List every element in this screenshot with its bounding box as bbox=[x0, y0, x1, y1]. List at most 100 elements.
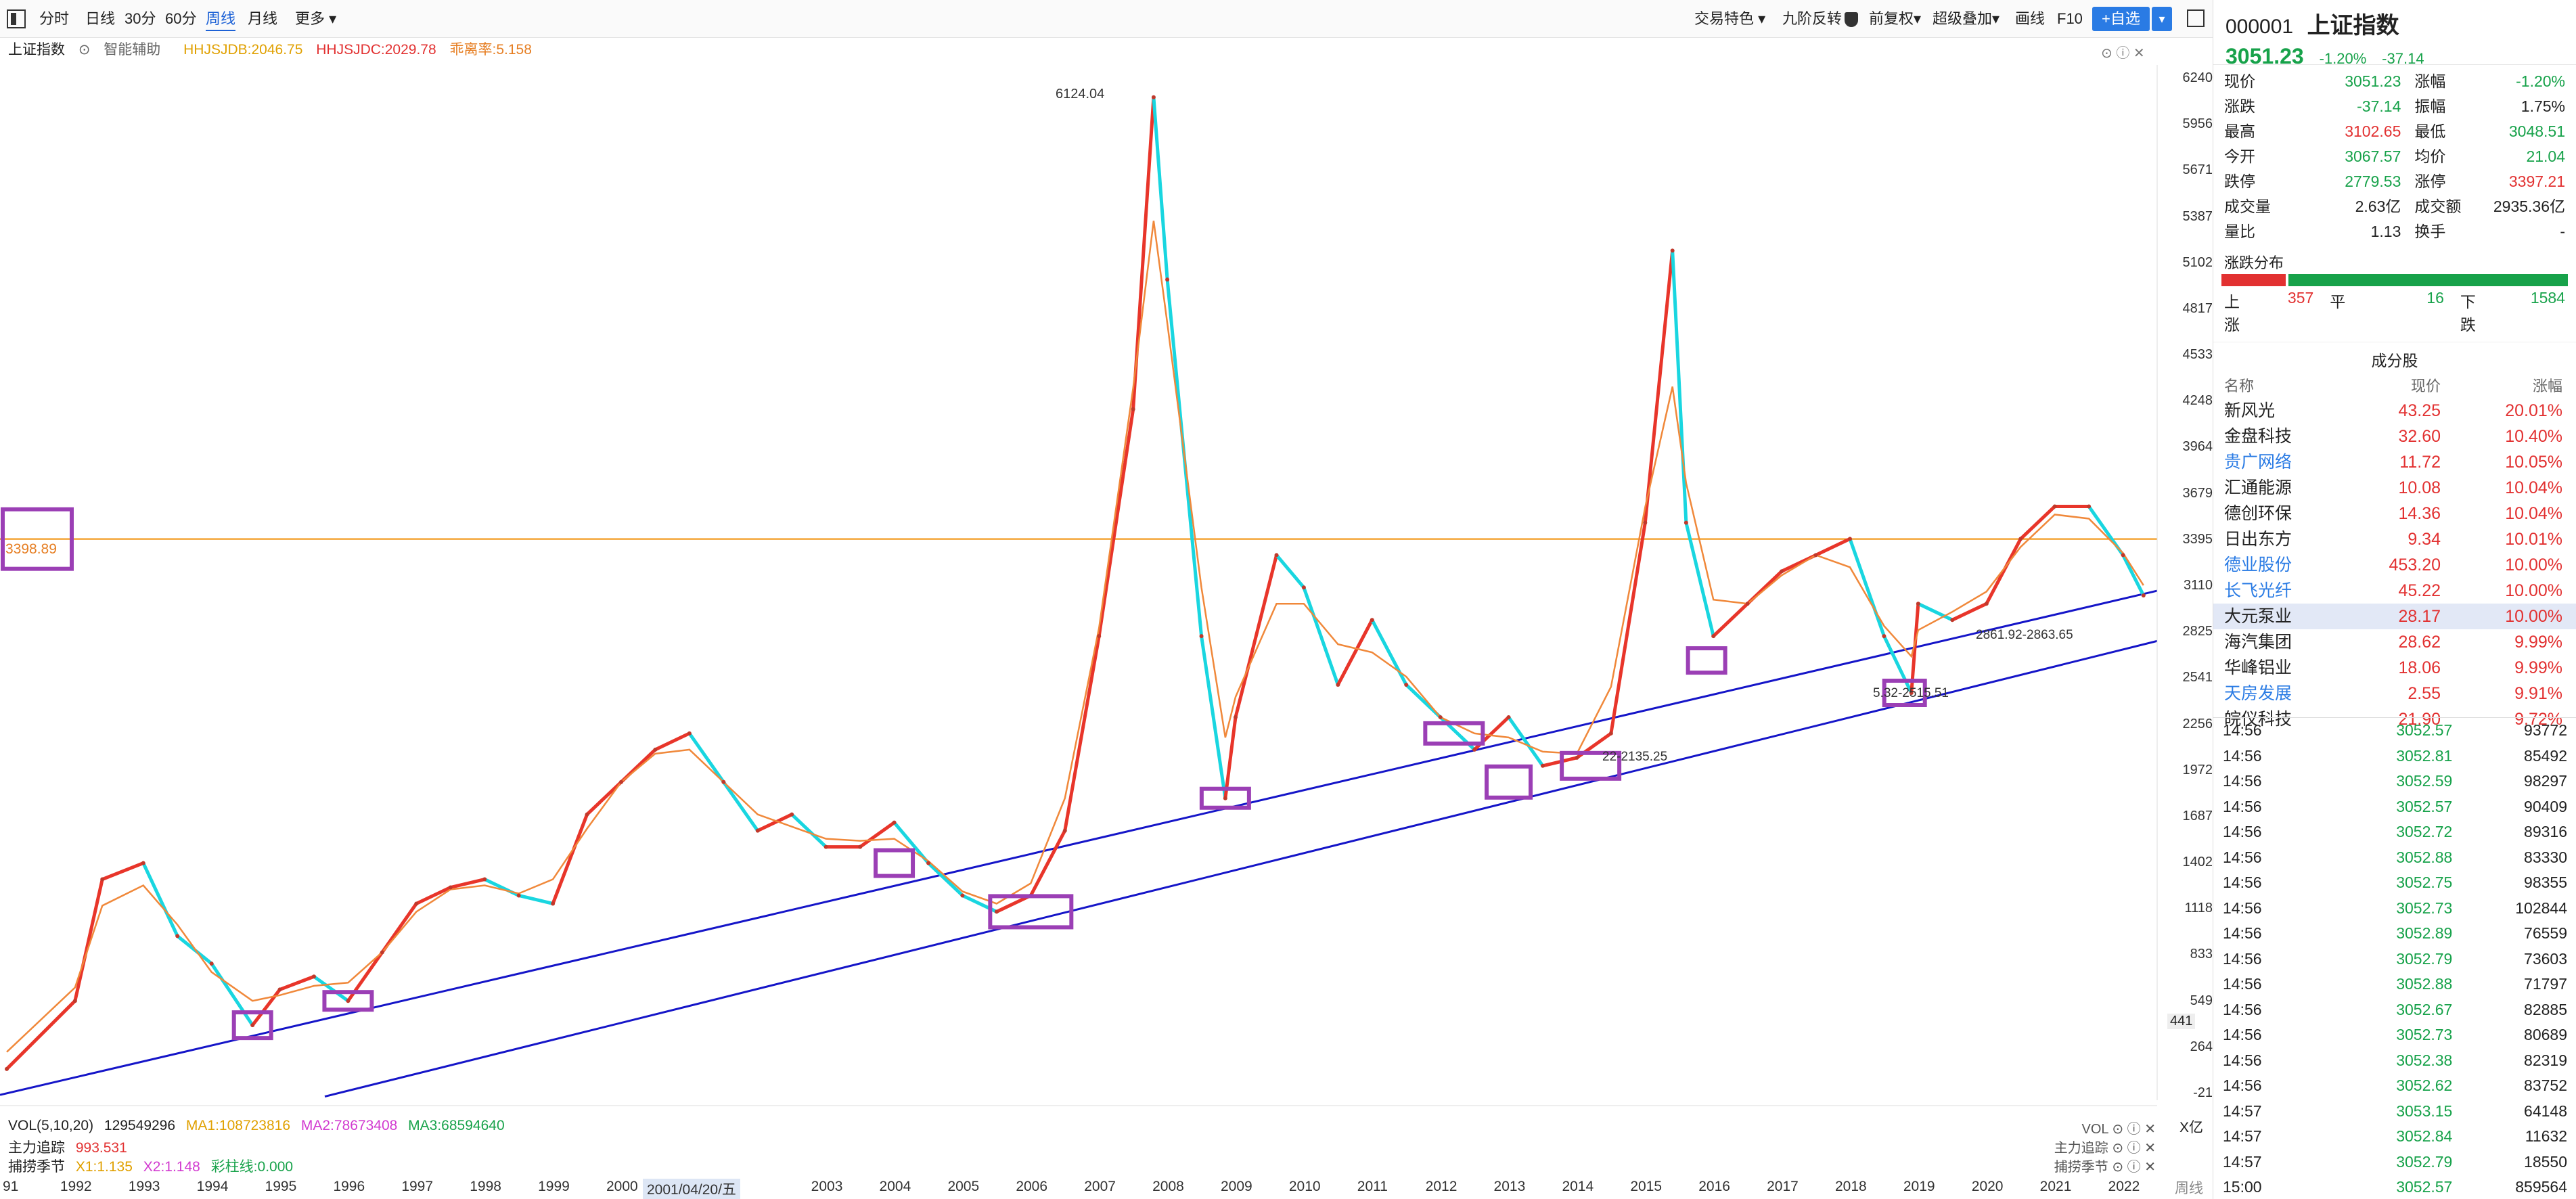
price-point bbox=[2121, 553, 2125, 558]
price-segment bbox=[756, 813, 794, 833]
component-row[interactable]: 华峰铝业 18.06 9.99% bbox=[2213, 655, 2576, 681]
close-icon[interactable]: ✕ bbox=[2144, 1160, 2156, 1175]
help-icon[interactable]: ⓘ bbox=[2127, 1141, 2141, 1156]
year-tick-label: 2001/04/20/五 bbox=[643, 1179, 740, 1199]
adjust-dropdown[interactable]: 前复权▾ bbox=[1869, 7, 1921, 31]
tick-time: 14:56 bbox=[2223, 949, 2262, 968]
trading-feature-dropdown[interactable]: 交易特色 ▾ bbox=[1694, 7, 1765, 31]
tick-volume: 83752 bbox=[2524, 1077, 2568, 1094]
close-icon[interactable]: ✕ bbox=[2133, 46, 2145, 61]
help-icon[interactable]: ⓘ bbox=[2116, 46, 2130, 61]
settings-icon[interactable]: ⊙ bbox=[2112, 1122, 2124, 1137]
col-change[interactable]: 涨幅 bbox=[2532, 378, 2562, 394]
stat-value: 1.75% bbox=[2521, 97, 2565, 115]
tick-volume: 83330 bbox=[2524, 848, 2568, 866]
settings-icon[interactable]: ⊙ bbox=[2112, 1160, 2124, 1175]
price-segment bbox=[73, 878, 104, 1003]
component-row[interactable]: 德业股份 453.20 10.00% bbox=[2213, 552, 2576, 578]
component-name[interactable]: 华峰铝业 bbox=[2224, 658, 2292, 677]
tick-price: 3052.73 bbox=[2396, 1026, 2453, 1043]
period-tab-30min[interactable]: 30分 bbox=[125, 10, 156, 27]
help-icon[interactable]: ⓘ bbox=[2127, 1122, 2141, 1137]
add-watchlist-button[interactable]: +自选 bbox=[2092, 7, 2150, 31]
sidebar-toggle-icon[interactable] bbox=[2187, 9, 2205, 27]
assist-toggle[interactable]: ⊙ 智能辅助 bbox=[78, 42, 170, 58]
component-name[interactable]: 汇通能源 bbox=[2224, 478, 2292, 497]
tick-volume: 89316 bbox=[2524, 823, 2568, 840]
level-highlight-box bbox=[1, 507, 74, 571]
nine-reversal-button[interactable]: 九阶反转 bbox=[1782, 7, 1859, 31]
component-row[interactable]: 皖仪科技 21.90 9.72% bbox=[2213, 706, 2576, 732]
distribution-title: 涨跌分布 bbox=[2224, 254, 2284, 271]
price-point bbox=[1199, 634, 1204, 639]
component-name[interactable]: 贵广网络 bbox=[2224, 453, 2292, 472]
component-row[interactable]: 日出东方 9.34 10.01% bbox=[2213, 526, 2576, 552]
component-name[interactable]: 天房发展 bbox=[2224, 684, 2292, 703]
component-row[interactable]: 金盘科技 32.60 10.40% bbox=[2213, 424, 2576, 449]
stat-value: -1.20% bbox=[2516, 72, 2565, 90]
settings-icon[interactable]: ⊙ bbox=[2101, 46, 2112, 61]
vol-controls: VOL ⊙ ⓘ ✕ bbox=[2082, 1118, 2156, 1137]
component-row[interactable]: 大元泵业 28.17 10.00% bbox=[2213, 604, 2576, 629]
close-icon[interactable]: ✕ bbox=[2144, 1122, 2156, 1137]
component-name[interactable]: 日出东方 bbox=[2224, 530, 2292, 549]
stat-row: 最高 3102.65 最低 3048.51 bbox=[2224, 119, 2565, 144]
price-point bbox=[2087, 504, 2092, 509]
period-tab-monthly[interactable]: 月线 bbox=[248, 10, 278, 27]
overlay-dropdown[interactable]: 超级叠加▾ bbox=[1933, 7, 1999, 31]
stat-value: 3051.23 bbox=[2345, 72, 2401, 90]
tick-volume: 98297 bbox=[2524, 772, 2568, 790]
settings-icon[interactable]: ⊙ bbox=[2112, 1141, 2124, 1156]
chart-canvas[interactable] bbox=[0, 38, 2213, 1199]
price-point bbox=[858, 844, 863, 849]
period-tab-weekly[interactable]: 周线 bbox=[206, 7, 236, 31]
period-more-dropdown[interactable]: 更多 ▾ bbox=[295, 7, 336, 31]
stat-label: 最高 bbox=[2224, 122, 2255, 140]
watchlist-dropdown-icon[interactable]: ▾ bbox=[2152, 7, 2172, 31]
indicator-legend: 上证指数 ⊙ 智能辅助 HHJSJDB:2046.75 HHJSJDC:2029… bbox=[8, 38, 541, 62]
stat-row: 今开 3067.57 均价 21.04 bbox=[2224, 144, 2565, 169]
highlight-box bbox=[988, 894, 1074, 930]
col-price[interactable]: 现价 bbox=[2410, 378, 2441, 394]
stat-value: 2.63亿 bbox=[2355, 198, 2401, 215]
component-name[interactable]: 大元泵业 bbox=[2224, 607, 2292, 626]
period-tab-daily[interactable]: 日线 bbox=[85, 10, 116, 27]
component-price: 18.06 bbox=[2398, 658, 2441, 677]
component-row[interactable]: 天房发展 2.55 9.91% bbox=[2213, 681, 2576, 706]
price-segment bbox=[100, 861, 145, 882]
price-point bbox=[926, 861, 930, 865]
component-row[interactable]: 海汽集团 28.62 9.99% bbox=[2213, 629, 2576, 655]
help-icon[interactable]: ⓘ bbox=[2127, 1160, 2141, 1175]
component-name[interactable]: 德创环保 bbox=[2224, 504, 2292, 523]
col-name[interactable]: 名称 bbox=[2224, 378, 2255, 394]
period-tab-fenshi[interactable]: 分时 bbox=[39, 10, 70, 27]
f10-button[interactable]: F10 bbox=[2057, 10, 2083, 27]
component-name[interactable]: 新风光 bbox=[2224, 401, 2276, 420]
component-row[interactable]: 新风光 43.25 20.01% bbox=[2213, 398, 2576, 424]
stat-value: 2779.53 bbox=[2345, 173, 2401, 190]
more-label: 更多 bbox=[295, 10, 325, 27]
component-row[interactable]: 贵广网络 11.72 10.05% bbox=[2213, 449, 2576, 475]
component-row[interactable]: 德创环保 14.36 10.04% bbox=[2213, 501, 2576, 526]
tick-volume: 85492 bbox=[2524, 746, 2568, 765]
component-name[interactable]: 皖仪科技 bbox=[2224, 710, 2292, 729]
close-icon[interactable]: ✕ bbox=[2144, 1141, 2156, 1156]
panel-toggle-icon[interactable] bbox=[7, 9, 26, 28]
component-row[interactable]: 汇通能源 10.08 10.04% bbox=[2213, 475, 2576, 501]
component-name[interactable]: 长飞光纤 bbox=[2224, 581, 2292, 600]
tick-price: 3052.88 bbox=[2396, 975, 2453, 993]
price-point bbox=[1223, 796, 1227, 800]
component-name[interactable]: 金盘科技 bbox=[2224, 427, 2292, 446]
tick-row: 14:56 3052.73 102844 bbox=[2213, 896, 2576, 922]
stat-label: 振幅 bbox=[2414, 97, 2446, 115]
draw-line-button[interactable]: 画线 bbox=[2015, 10, 2046, 27]
component-change: 10.00% bbox=[2505, 607, 2562, 626]
period-tab-60min[interactable]: 60分 bbox=[165, 10, 197, 27]
kline-chart-area[interactable]: 上证指数 ⊙ 智能辅助 HHJSJDB:2046.75 HHJSJDC:2029… bbox=[0, 38, 2213, 1199]
component-name[interactable]: 海汽集团 bbox=[2224, 633, 2292, 652]
component-change: 10.40% bbox=[2505, 427, 2562, 446]
component-row[interactable]: 长飞光纤 45.22 10.00% bbox=[2213, 578, 2576, 604]
vol-ma3: MA3:68594640 bbox=[408, 1118, 505, 1133]
component-name[interactable]: 德业股份 bbox=[2224, 556, 2292, 574]
stat-row: 成交量 2.63亿 成交额 2935.36亿 bbox=[2224, 194, 2565, 219]
